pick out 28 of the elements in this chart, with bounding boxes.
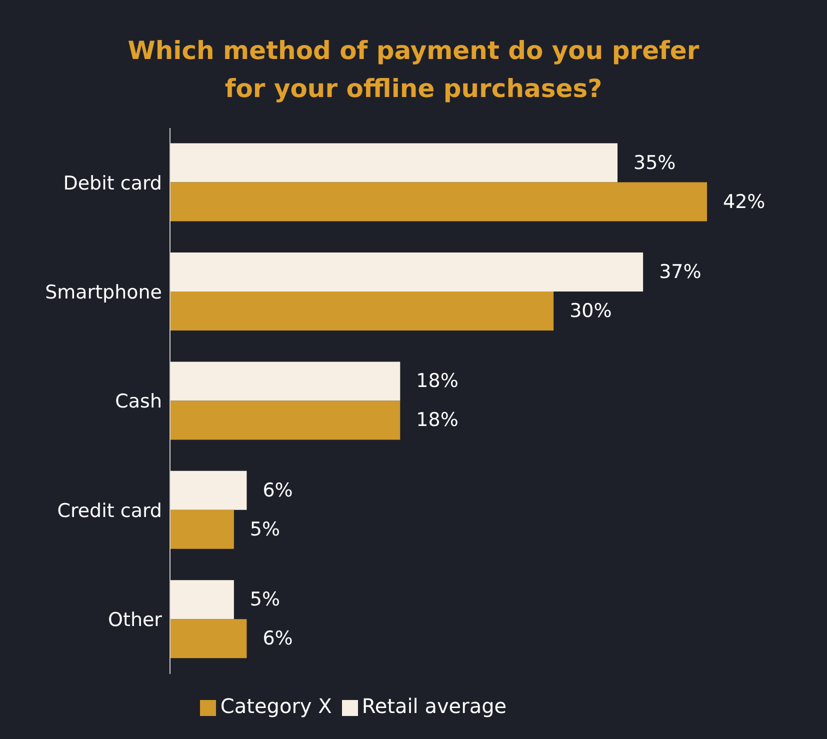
data-label: 42% [723,190,766,213]
bar [170,252,644,292]
y-tick-label: Cash [115,390,162,413]
data-label: 6% [262,628,293,650]
y-tick-label: Debit card [63,172,162,194]
bar [170,400,400,440]
data-label: 35% [634,152,676,174]
bar [170,510,234,549]
chart-title: Which method of payment do you prefer for your offline purchases? [126,35,700,105]
legend-label: Retail average [362,694,507,718]
data-label: 6% [262,479,293,502]
data-label: 5% [250,588,280,611]
y-tick-label: Other [108,609,162,632]
bar [170,619,247,658]
bar [170,580,234,620]
data-label: 5% [250,518,280,540]
y-tick-label: Smartphone [45,282,162,304]
bar [170,291,554,330]
data-label: 18% [416,409,458,432]
data-label: 18% [416,370,458,392]
bar [170,182,707,222]
bar [170,470,247,510]
bar [170,143,618,182]
data-label: 37% [659,260,702,283]
bar [170,362,400,401]
legend-label: Category X [220,694,332,718]
y-tick-label: Credit card [57,500,162,522]
data-label: 30% [570,300,612,322]
